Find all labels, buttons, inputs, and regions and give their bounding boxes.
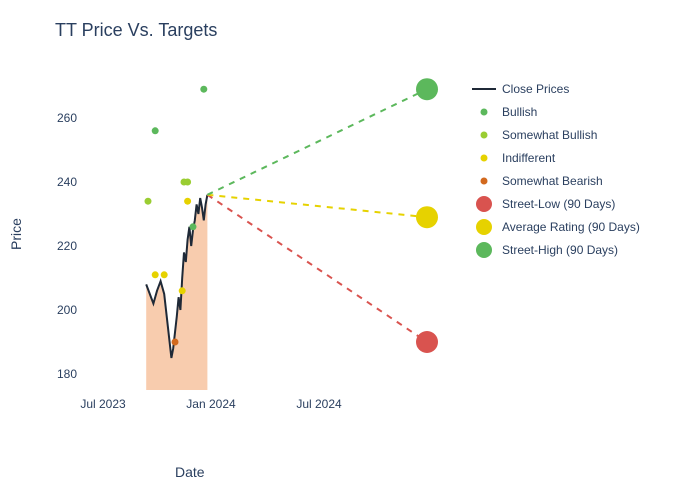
x-axis-label: Date [175, 464, 205, 480]
legend-label: Indifferent [502, 151, 555, 165]
legend-item: Bullish [470, 103, 695, 121]
y-axis-label: Price [8, 218, 24, 250]
target-dot-low [416, 331, 438, 353]
legend-marker [470, 103, 498, 121]
target-line-low [207, 195, 427, 342]
chart-title: TT Price Vs. Targets [55, 20, 217, 41]
legend-item: Somewhat Bullish [470, 126, 695, 144]
legend-item: Average Rating (90 Days) [470, 218, 695, 236]
target-line-avg [207, 195, 427, 217]
y-tick-label: 260 [57, 111, 77, 125]
legend-marker [470, 218, 498, 236]
analyst-dot [172, 339, 179, 346]
x-tick-label: Jan 2024 [186, 397, 236, 411]
plot-area: 180 200 220 240 260 Jul 2023 Jan 2024 Jul 2024 [55, 60, 450, 430]
legend-label: Average Rating (90 Days) [502, 220, 640, 234]
legend-marker [470, 149, 498, 167]
legend-item: Somewhat Bearish [470, 172, 695, 190]
legend-label: Close Prices [502, 82, 569, 96]
analyst-dot [179, 287, 186, 294]
legend: Close Prices Bullish Somewhat Bullish Indif… [470, 80, 695, 264]
legend-marker [470, 126, 498, 144]
y-tick-label: 220 [57, 239, 77, 253]
legend-marker [470, 195, 498, 213]
legend-label: Street-High (90 Days) [502, 243, 618, 257]
legend-marker [470, 241, 498, 259]
legend-marker [470, 172, 498, 190]
analyst-dot [145, 198, 152, 205]
x-tick-label: Jul 2024 [296, 397, 342, 411]
chart-svg: 180 200 220 240 260 Jul 2023 Jan 2024 Jul 2024 [55, 60, 450, 430]
analyst-dot [152, 127, 159, 134]
legend-label: Bullish [502, 105, 537, 119]
analyst-dot [184, 198, 191, 205]
analyst-dot [161, 271, 168, 278]
y-tick-label: 180 [57, 367, 77, 381]
legend-item: Close Prices [470, 80, 695, 98]
legend-label: Somewhat Bullish [502, 128, 597, 142]
analyst-dot [190, 223, 197, 230]
legend-label: Street-Low (90 Days) [502, 197, 615, 211]
analyst-dot [152, 271, 159, 278]
x-tick-label: Jul 2023 [80, 397, 126, 411]
target-dot-avg [416, 206, 438, 228]
target-dot-high [416, 78, 438, 100]
legend-label: Somewhat Bearish [502, 174, 603, 188]
price-area [146, 195, 207, 390]
legend-item: Indifferent [470, 149, 695, 167]
legend-item: Street-High (90 Days) [470, 241, 695, 259]
legend-item: Street-Low (90 Days) [470, 195, 695, 213]
y-tick-label: 200 [57, 303, 77, 317]
analyst-dot [200, 86, 207, 93]
target-line-high [207, 89, 427, 195]
analyst-dot [184, 179, 191, 186]
y-tick-label: 240 [57, 175, 77, 189]
legend-marker [470, 80, 498, 98]
